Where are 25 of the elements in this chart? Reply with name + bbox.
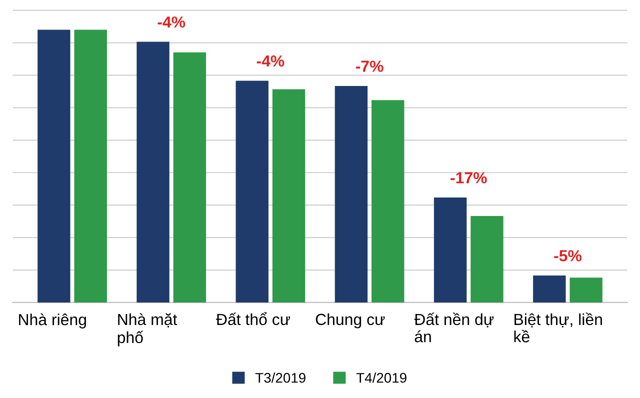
legend-label: T4/2019	[356, 372, 406, 383]
bar	[136, 42, 170, 302]
bar	[173, 52, 206, 302]
bar	[272, 89, 306, 302]
legend-label: T3/2019	[255, 372, 306, 383]
bar	[74, 30, 107, 302]
x-tick-label: Nhà riêng	[19, 313, 86, 328]
x-tick-label: Nhà mặt phố	[118, 313, 178, 346]
annotation: -7%	[356, 60, 384, 72]
bar	[434, 197, 467, 302]
bar	[334, 86, 368, 302]
x-tick-label: Đất nền dự án	[414, 312, 494, 342]
bar	[236, 80, 268, 302]
bar	[470, 216, 504, 302]
annotation: -4%	[256, 55, 284, 67]
bar	[38, 30, 70, 302]
bar	[570, 278, 602, 302]
annotation: -5%	[554, 250, 582, 262]
x-tick-label: Biệt thự, liền kề	[514, 312, 602, 342]
x-tick-label: Đất thổ cư	[216, 312, 290, 326]
bar	[533, 275, 566, 302]
annotation: -4%	[158, 16, 186, 28]
bar	[372, 100, 404, 302]
annotation: -17%	[450, 172, 487, 184]
x-tick-label: Chung cư	[316, 313, 385, 328]
